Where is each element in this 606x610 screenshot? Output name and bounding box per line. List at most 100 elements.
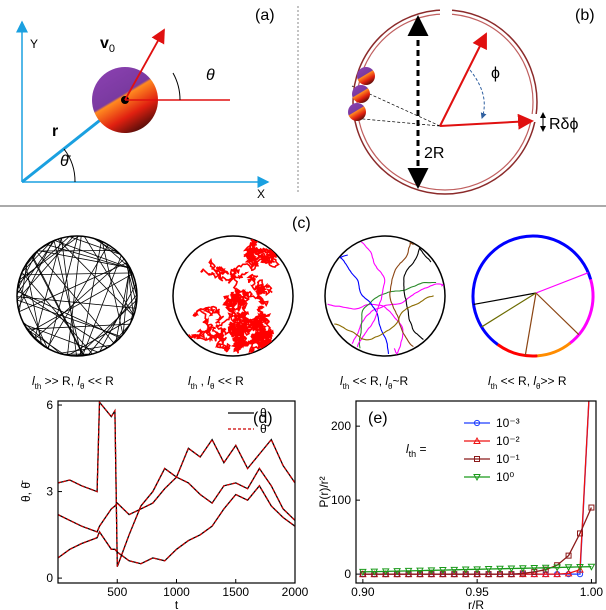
trajectory — [334, 296, 433, 340]
panel-label: (e) — [368, 410, 388, 427]
gap — [530, 114, 544, 122]
legend-label: 10⁻¹ — [496, 452, 520, 466]
caption: lth , lθ << R — [188, 374, 244, 391]
trajectory — [352, 284, 443, 344]
guide — [352, 118, 440, 126]
marker — [588, 349, 594, 355]
wall — [353, 10, 537, 194]
series-line — [58, 486, 295, 564]
legend-title-part: = — [416, 442, 426, 456]
trajectory — [71, 355, 87, 356]
particle — [352, 85, 370, 103]
trajectory — [23, 322, 60, 354]
trajectory — [27, 330, 64, 355]
legend-label: 10⁻³ — [496, 416, 520, 430]
caption-part: << R, — [349, 374, 385, 388]
caption: lth >> R, lθ << R — [32, 374, 114, 391]
legend-label: θ — [260, 406, 267, 420]
angle-arc — [470, 70, 484, 118]
x-axis-label: r/R — [468, 598, 484, 610]
caption-part: th — [191, 382, 198, 391]
x-tick-label: 1.00 — [580, 585, 604, 599]
legend-label: 10⁰ — [496, 470, 514, 484]
rim-trajectory — [498, 345, 538, 356]
trajectory — [390, 243, 414, 347]
series-line — [58, 486, 295, 564]
trajectory — [404, 248, 431, 339]
y-tick-label: 3 — [46, 485, 53, 499]
y-tick-label: 0 — [46, 571, 53, 585]
panel-label: (a) — [255, 7, 275, 24]
trajectory — [37, 341, 43, 346]
x-tick-label: 500 — [107, 585, 127, 599]
snapshot — [473, 236, 593, 356]
vector — [440, 34, 486, 126]
series-line — [58, 469, 295, 532]
angle-arc — [173, 73, 180, 100]
trajectory — [116, 268, 130, 342]
legend-label: 10⁻² — [496, 434, 520, 448]
gap — [440, 6, 452, 22]
trajectory — [100, 284, 136, 351]
axis-label: X — [257, 187, 265, 201]
trajectory — [536, 293, 579, 335]
legend-title: lth = — [406, 442, 427, 459]
particle — [357, 67, 375, 85]
x-tick-label: 0.95 — [465, 585, 489, 599]
particle — [348, 103, 366, 121]
marker — [589, 350, 594, 355]
caption-part: th — [491, 382, 498, 391]
caption: lth << R, lθ>> R — [488, 374, 567, 391]
caption-part: >> R, — [41, 374, 77, 388]
caption-part: ~R — [393, 374, 409, 388]
caption-part: , — [197, 374, 207, 388]
caption: lth << R, lθ~R — [340, 374, 409, 391]
y-tick-label: 100 — [331, 493, 351, 507]
caption-part: << R — [85, 374, 115, 388]
panel-a: (a) Y X v0 θ r θ̄ — [22, 7, 275, 201]
rim-trajectory — [520, 236, 590, 279]
y-tick-label: 200 — [331, 419, 351, 433]
trajectory — [328, 304, 403, 354]
vector — [440, 121, 532, 126]
x-axis-label: t — [175, 598, 179, 610]
panel-label: (c) — [292, 215, 311, 232]
snapshot — [325, 236, 445, 356]
caption-part: th — [35, 382, 42, 391]
rim-trajectory — [570, 279, 593, 343]
x-tick-label: 1500 — [222, 585, 249, 599]
velocity-label: v0 — [100, 35, 115, 55]
trajectory — [22, 272, 92, 354]
y-tick-label: 6 — [46, 398, 53, 412]
plot-frame — [356, 401, 596, 583]
snapshot — [17, 236, 137, 356]
y-tick-label: 0 — [344, 567, 351, 581]
figure: (a) Y X v0 θ r θ̄ (b) ϕ 2R Rδϕ (c) lth >… — [0, 0, 606, 610]
snapshot — [173, 236, 293, 356]
gap-label: Rδϕ — [549, 116, 578, 133]
subscript: 0 — [109, 43, 115, 55]
angle-label: θ̄ — [60, 153, 72, 170]
angle-label: θ — [206, 67, 215, 84]
x-tick-label: 2000 — [282, 585, 309, 599]
x-tick-label: 0.90 — [351, 585, 375, 599]
series-line — [363, 508, 592, 575]
rim-trajectory — [537, 343, 570, 356]
axis-label: Y — [30, 37, 38, 51]
trajectory — [525, 293, 536, 355]
wall — [357, 14, 533, 190]
angle-label: ϕ — [491, 65, 500, 82]
caption-part: << R, — [497, 374, 533, 388]
legend-title-part: th — [409, 449, 417, 459]
y-axis-label: P(r)/r² — [317, 476, 331, 507]
caption-part: << R — [214, 374, 244, 388]
caption-part: >> R — [541, 374, 567, 388]
y-axis-label: θ, θ̄ — [19, 480, 33, 502]
diameter-label: 2R — [424, 145, 444, 162]
trajectory — [536, 273, 588, 293]
panel-b: (b) ϕ 2R Rδϕ — [348, 6, 595, 194]
position-label: r — [52, 123, 58, 140]
panel-label: (b) — [575, 7, 595, 24]
symbol: v — [100, 35, 109, 52]
caption-part: th — [343, 382, 350, 391]
